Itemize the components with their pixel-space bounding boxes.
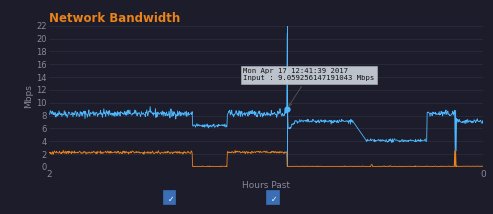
Text: Network Bandwidth: Network Bandwidth: [49, 12, 180, 25]
Text: ✓: ✓: [271, 195, 278, 204]
X-axis label: Hours Past: Hours Past: [242, 181, 290, 190]
Text: ✓: ✓: [168, 195, 174, 204]
Y-axis label: Mbps: Mbps: [24, 84, 33, 108]
Text: Mon Apr 17 12:41:39 2017
Input : 9.059256147191043 Mbps: Mon Apr 17 12:41:39 2017 Input : 9.05925…: [244, 68, 375, 106]
